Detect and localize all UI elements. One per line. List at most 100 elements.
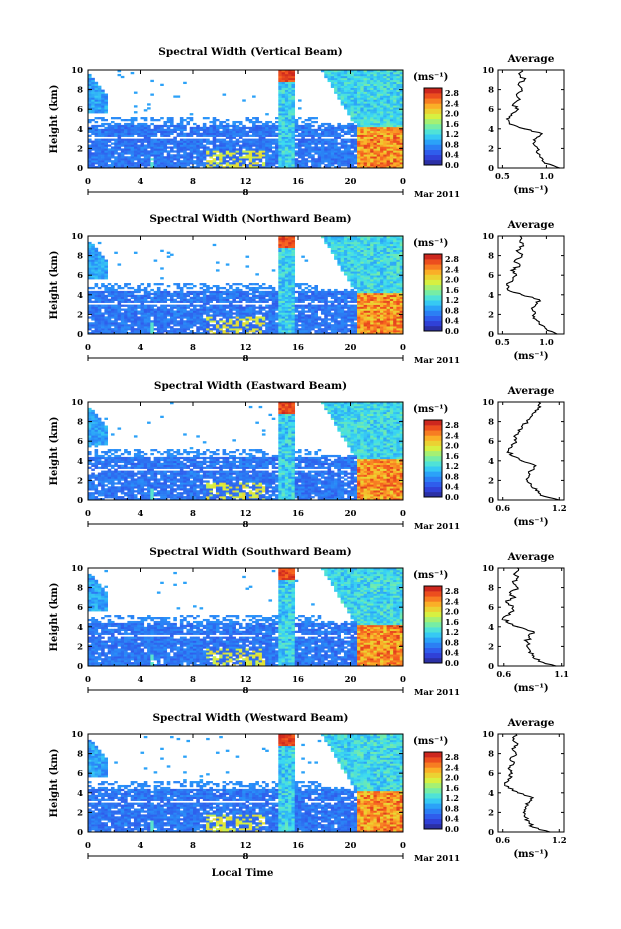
heatmap-cell [107, 308, 112, 311]
heatmap-cell [143, 158, 148, 161]
heatmap-cell [206, 152, 210, 155]
heatmap-cell [386, 150, 391, 153]
heatmap-cell [330, 146, 335, 149]
heatmap-cell [101, 152, 105, 155]
heatmap-cell [360, 119, 364, 122]
heatmap-cell [153, 160, 158, 163]
heatmap-cell [376, 111, 381, 114]
heatmap-cell [101, 109, 105, 112]
heatmap-cell [209, 296, 213, 300]
heatmap-cell [163, 158, 168, 161]
heatmap-cell [110, 332, 115, 335]
heatmap-cell [189, 292, 194, 296]
heatmap-cell [196, 320, 200, 323]
heatmap-cell [173, 124, 177, 128]
heatmap-cell [153, 259, 158, 262]
heatmap-cell [366, 85, 371, 88]
heatmap-cell [202, 117, 207, 120]
heatmap-cell [225, 300, 230, 303]
heatmap-cell [366, 156, 371, 159]
heatmap-cell [380, 160, 384, 163]
heatmap-cell [258, 124, 263, 128]
heatmap-cell [304, 150, 309, 153]
heatmap-cell [337, 292, 341, 296]
heatmap-cell [104, 263, 108, 266]
heatmap-cell [363, 73, 368, 77]
heatmap-cell [337, 89, 341, 92]
heatmap-cell [366, 158, 371, 161]
heatmap-cell [304, 330, 309, 333]
heatmap-cell [248, 288, 253, 292]
heatmap-cell [219, 132, 223, 135]
heatmap-cell [340, 267, 345, 270]
heatmap-cell [291, 75, 296, 79]
heatmap-cell [163, 300, 168, 303]
heatmap-cell [370, 115, 374, 118]
heatmap-cell [143, 138, 148, 141]
heatmap-cell [288, 120, 292, 124]
heatmap-cell [163, 288, 168, 292]
heatmap-cell [275, 308, 279, 311]
heatmap-cell [284, 281, 289, 284]
heatmap-cell [137, 122, 141, 126]
heatmap-cell [268, 124, 273, 128]
heatmap-cell [110, 324, 115, 327]
heatmap-cell [366, 128, 371, 132]
heatmap-cell [212, 162, 217, 165]
heatmap-cell [357, 85, 361, 88]
heatmap-cell [110, 150, 115, 153]
heatmap-cell [281, 130, 286, 134]
heatmap-cell [268, 160, 273, 163]
heatmap-cell [281, 154, 286, 157]
heatmap-cell [130, 318, 135, 321]
heatmap-cell [334, 239, 338, 243]
heatmap-cell [170, 150, 174, 153]
heatmap-cell [156, 138, 161, 141]
heatmap-cell [104, 130, 108, 134]
heatmap-cell [238, 152, 243, 155]
heatmap-cell [314, 142, 318, 145]
heatmap-cell [275, 326, 279, 329]
heatmap-cell [278, 134, 282, 137]
heatmap-cell [301, 310, 305, 313]
heatmap-cell [215, 126, 220, 130]
heatmap-cell [271, 296, 276, 300]
heatmap-cell [284, 304, 289, 307]
heatmap-cell [176, 124, 181, 128]
heatmap-cell [110, 290, 115, 294]
heatmap-cell [255, 166, 259, 169]
heatmap-cell [399, 119, 404, 122]
heatmap-cell [104, 154, 108, 157]
heatmap-cell [304, 296, 309, 300]
heatmap-cell [202, 298, 207, 301]
heatmap-cell [393, 126, 397, 130]
heatmap-cell [140, 126, 145, 130]
heatmap-cell [366, 124, 371, 128]
heatmap-cell [330, 150, 335, 153]
heatmap-cell [101, 326, 105, 329]
heatmap-cell [88, 324, 92, 327]
heatmap-cell [101, 314, 105, 317]
heatmap-cell [284, 326, 289, 329]
heatmap-cell [396, 166, 401, 169]
heatmap-cell [97, 263, 102, 266]
heatmap-cell [232, 316, 236, 319]
heatmap-cell [393, 119, 397, 122]
heatmap-cell [396, 150, 401, 153]
heatmap-cell [376, 128, 381, 132]
heatmap-cell [389, 99, 394, 102]
heatmap-cell [281, 306, 286, 309]
heatmap-cell [307, 150, 312, 153]
heatmap-cell [350, 95, 355, 98]
heatmap-cell [225, 136, 230, 139]
heatmap-cell [248, 306, 253, 309]
heatmap-cell [124, 164, 128, 167]
heatmap-cell [360, 87, 364, 90]
heatmap-cell [363, 109, 368, 112]
heatmap-cell [373, 109, 378, 112]
heatmap-cell [156, 142, 161, 145]
heatmap-cell [265, 164, 269, 167]
heatmap-cell [173, 314, 177, 317]
heatmap-cell [101, 150, 105, 153]
heatmap-cell [389, 111, 394, 114]
